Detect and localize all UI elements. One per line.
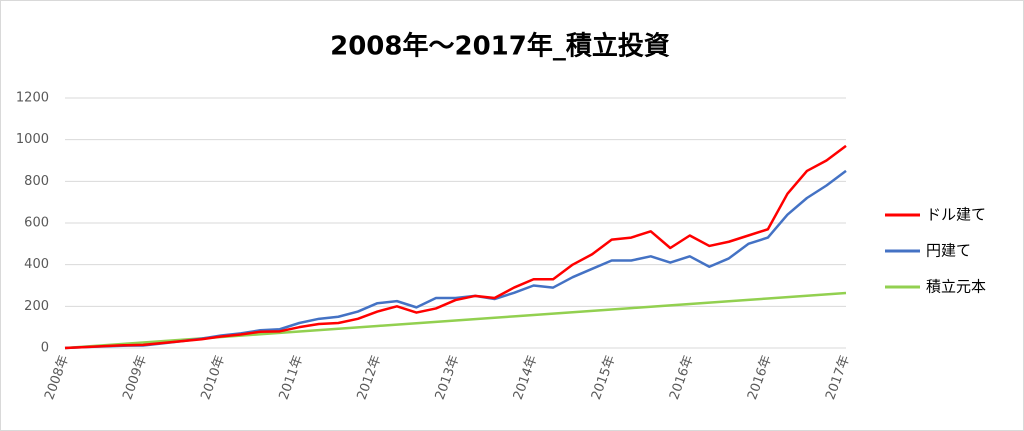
y-tick-label: 400 — [24, 257, 49, 272]
chart-title: 2008年～2017年_積立投資 — [330, 31, 670, 62]
legend-label: 積立元本 — [926, 278, 986, 296]
series-line — [64, 144, 847, 350]
legend-label: ドル建て — [926, 206, 986, 224]
y-tick-label: 600 — [24, 216, 49, 231]
y-tick-label: 1000 — [16, 132, 49, 147]
y-tick-label: 1200 — [16, 91, 49, 106]
y-tick-label: 800 — [24, 174, 49, 189]
legend-label: 円建て — [926, 242, 971, 260]
y-tick-label: 0 — [41, 341, 49, 356]
y-tick-label: 200 — [24, 299, 49, 314]
